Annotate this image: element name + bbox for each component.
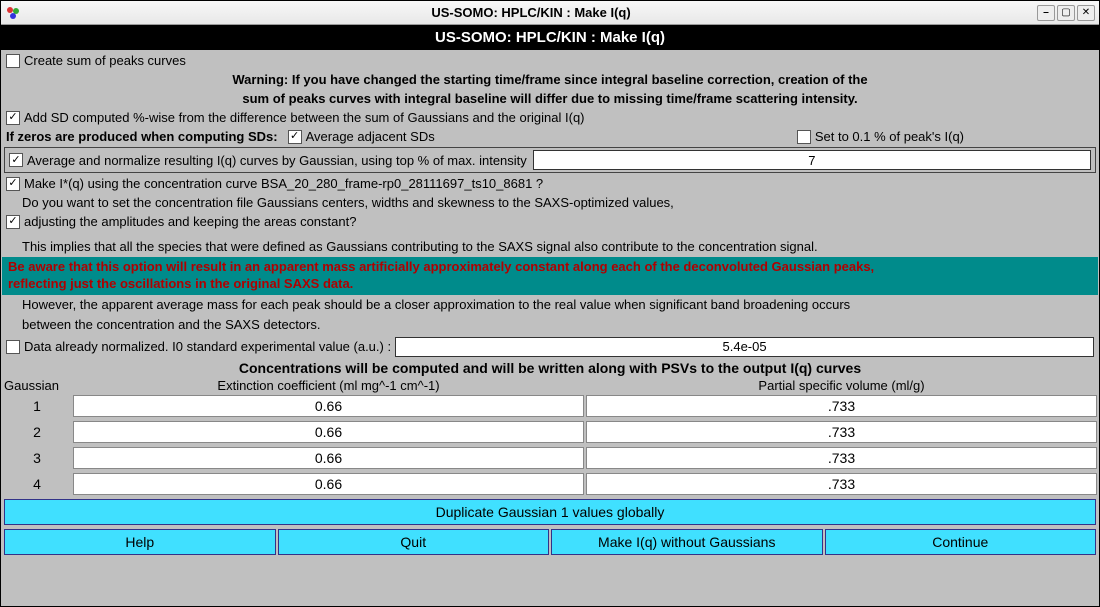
duplicate-button[interactable]: Duplicate Gaussian 1 values globally <box>4 499 1096 525</box>
however-l2: between the concentration and the SAXS d… <box>2 315 1098 335</box>
table-row: 1 0.66 .733 <box>2 395 1098 417</box>
ext-cell[interactable]: 0.66 <box>73 395 584 417</box>
teal-warning: Be aware that this option will result in… <box>2 257 1098 295</box>
ext-cell[interactable]: 0.66 <box>73 473 584 495</box>
gaussian-table: Gaussian Extinction coefficient (ml mg^-… <box>2 378 1098 497</box>
warning-line1: Warning: If you have changed the startin… <box>2 70 1098 89</box>
conc-question-l2: adjusting the amplitudes and keeping the… <box>24 214 356 229</box>
duplicate-row: Duplicate Gaussian 1 values globally <box>2 497 1098 527</box>
gaussian-num: 1 <box>2 395 72 417</box>
checkbox-set-01pct[interactable] <box>797 130 811 144</box>
titlebar: US-SOMO: HPLC/KIN : Make I(q) ⎯ ▢ ✕ <box>1 1 1099 25</box>
conc-question-l1: Do you want to set the concentration fil… <box>22 195 674 210</box>
maximize-button[interactable]: ▢ <box>1057 5 1075 21</box>
teal-warning-l2: reflecting just the oscillations in the … <box>8 276 1092 293</box>
table-row: 4 0.66 .733 <box>2 473 1098 495</box>
header-bar: US-SOMO: HPLC/KIN : Make I(q) <box>1 25 1099 50</box>
help-button[interactable]: Help <box>4 529 276 555</box>
ext-cell[interactable]: 0.66 <box>73 421 584 443</box>
psv-cell[interactable]: .733 <box>586 473 1097 495</box>
checkbox-data-norm[interactable] <box>6 340 20 354</box>
quit-button[interactable]: Quit <box>278 529 550 555</box>
row-add-sd: ✓ Add SD computed %-wise from the differ… <box>2 108 1098 127</box>
label-avg-adj-sd: Average adjacent SDs <box>306 129 435 144</box>
checkbox-add-sd[interactable]: ✓ <box>6 111 20 125</box>
row-sd-options: If zeros are produced when computing SDs… <box>2 127 1098 146</box>
close-button[interactable]: ✕ <box>1077 5 1095 21</box>
row-data-norm: Data already normalized. I0 standard exp… <box>2 336 1098 358</box>
table-header: Gaussian Extinction coefficient (ml mg^-… <box>2 378 1098 393</box>
warning-line2: sum of peaks curves with integral baseli… <box>2 89 1098 108</box>
psv-cell[interactable]: .733 <box>586 447 1097 469</box>
checkbox-make-istar[interactable]: ✓ <box>6 177 20 191</box>
minimize-button[interactable]: ⎯ <box>1037 5 1055 21</box>
gaussian-num: 4 <box>2 473 72 495</box>
row-conc-q2: ✓ adjusting the amplitudes and keeping t… <box>2 212 1098 231</box>
col-psv: Partial specific volume (ml/g) <box>585 378 1098 393</box>
col-ext: Extinction coefficient (ml mg^-1 cm^-1) <box>72 378 585 393</box>
checkbox-adjust-amp[interactable]: ✓ <box>6 215 20 229</box>
ext-cell[interactable]: 0.66 <box>73 447 584 469</box>
col-gaussian: Gaussian <box>2 378 72 393</box>
teal-warning-l1: Be aware that this option will result in… <box>8 259 1092 276</box>
conc-header: Concentrations will be computed and will… <box>2 358 1098 378</box>
implies-text: This implies that all the species that w… <box>2 237 1098 257</box>
label-set-01pct: Set to 0.1 % of peak's I(q) <box>815 129 964 144</box>
checkbox-avg-normalize[interactable]: ✓ <box>9 153 23 167</box>
checkbox-avg-adj-sd[interactable]: ✓ <box>288 130 302 144</box>
label-make-istar: Make I*(q) using the concentration curve… <box>24 176 543 191</box>
however-l1: However, the apparent average mass for e… <box>2 295 1098 315</box>
row-avg-normalize: ✓ Average and normalize resulting I(q) c… <box>4 147 1096 173</box>
input-top-pct[interactable] <box>533 150 1091 170</box>
psv-cell[interactable]: .733 <box>586 421 1097 443</box>
label-data-norm: Data already normalized. I0 standard exp… <box>24 339 391 354</box>
input-i0-value[interactable] <box>395 337 1094 357</box>
make-wo-button[interactable]: Make I(q) without Gaussians <box>551 529 823 555</box>
gaussian-num: 3 <box>2 447 72 469</box>
window-root: US-SOMO: HPLC/KIN : Make I(q) ⎯ ▢ ✕ US-S… <box>0 0 1100 607</box>
checkbox-create-sum[interactable] <box>6 54 20 68</box>
psv-cell[interactable]: .733 <box>586 395 1097 417</box>
label-add-sd: Add SD computed %-wise from the differen… <box>24 110 585 125</box>
row-make-istar: ✓ Make I*(q) using the concentration cur… <box>2 174 1098 193</box>
app-icon <box>5 5 21 21</box>
label-avg-normalize: Average and normalize resulting I(q) cur… <box>27 153 527 168</box>
label-create-sum: Create sum of peaks curves <box>24 53 186 68</box>
row-conc-q1: Do you want to set the concentration fil… <box>2 193 1098 212</box>
continue-button[interactable]: Continue <box>825 529 1097 555</box>
content-area: Create sum of peaks curves Warning: If y… <box>1 50 1099 606</box>
bottom-buttons: Help Quit Make I(q) without Gaussians Co… <box>2 527 1098 557</box>
gaussian-num: 2 <box>2 421 72 443</box>
window-title: US-SOMO: HPLC/KIN : Make I(q) <box>27 5 1035 20</box>
table-row: 3 0.66 .733 <box>2 447 1098 469</box>
row-create-sum: Create sum of peaks curves <box>2 51 1098 70</box>
table-row: 2 0.66 .733 <box>2 421 1098 443</box>
sd-heading: If zeros are produced when computing SDs… <box>6 129 278 144</box>
